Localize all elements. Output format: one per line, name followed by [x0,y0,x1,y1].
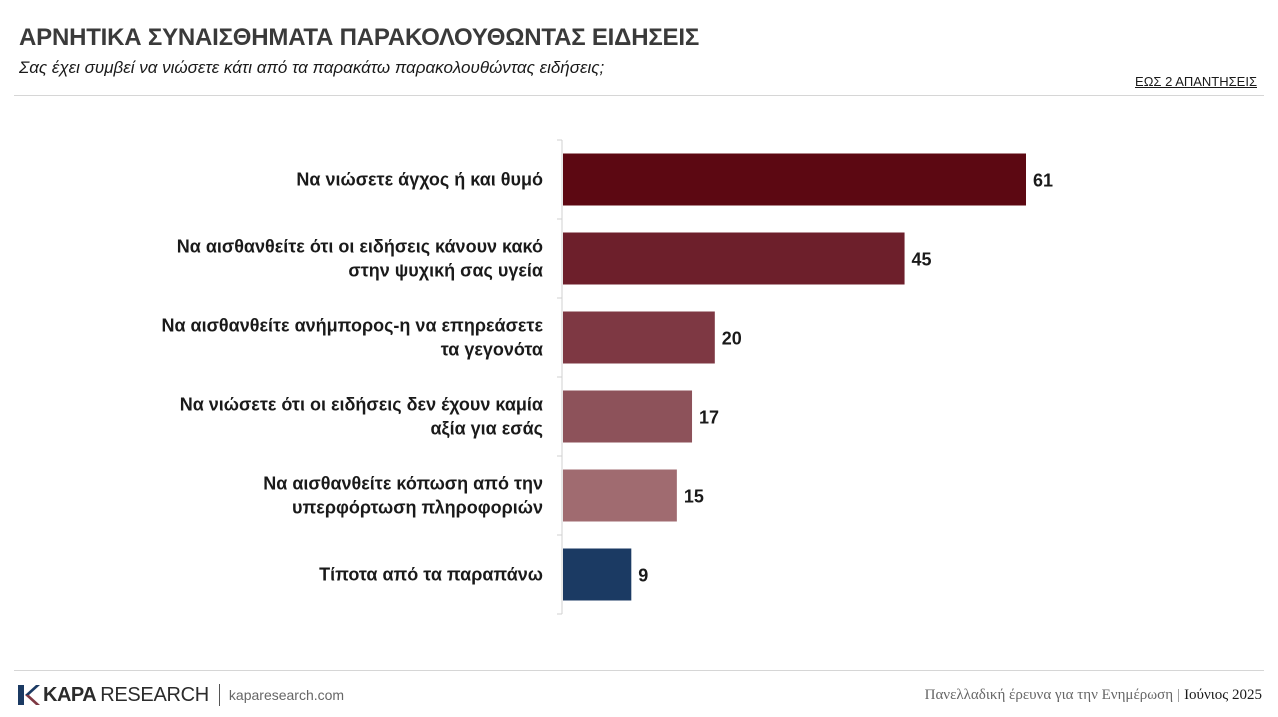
survey-date: Ιούνιος 2025 [1184,687,1262,703]
bar [563,469,677,522]
bar-chart: 61 Να νιώσετε άγχος ή και θυμό 45 Να αισθαν… [161,139,1053,615]
category-label-line: Τίποτα από τα παραπάνω [319,565,543,585]
category-label-line: υπερφόρτωση πληροφοριών [292,498,543,518]
top-divider [14,95,1264,96]
data-label: 15 [684,487,704,507]
category-label: Να νιώσετε ότι οι ειδήσεις δεν έχουν καμ… [180,395,543,440]
bottom-divider [14,670,1264,671]
category-label: Να αισθανθείτε κόπωση από την υπερφόρτωση… [263,474,543,518]
data-label: 9 [638,566,648,586]
category-label-line: Να αισθανθείτε ανήμπορος-η να επηρεάσετε [161,316,543,336]
bar [563,390,693,443]
bar [563,311,715,364]
footer-separator: | [1177,687,1181,703]
logo-research-text: RESEARCH [100,683,209,706]
logo-separator [218,684,220,706]
bar [563,153,1026,206]
bar [563,232,905,285]
footer-logo: KAPA RESEARCH kaparesearch.com [16,682,344,708]
category-label-line: Να νιώσετε ότι οι ειδήσεις δεν έχουν καμ… [180,395,543,415]
category-label-line: Να αισθανθείτε κόπωση από την [263,474,543,494]
category-label-line: Να αισθανθείτε ότι οι ειδήσεις κάνουν κα… [177,237,543,257]
kapa-logo-icon [18,685,40,705]
category-label-line: αξία για εσάς [430,419,543,440]
category-label: Τίποτα από τα παραπάνω [319,565,543,585]
logo-kapa-text: KAPA [43,683,97,706]
page-subtitle: Σας έχει συμβεί να νιώσετε κάτι από τα π… [19,58,605,77]
page-title: ΑΡΝΗΤΙΚΑ ΣΥΝΑΙΣΘΗΜΑΤΑ ΠΑΡΑΚΟΛΟΥΘΩΝΤΑΣ ΕΙ… [19,24,700,51]
category-label: Να αισθανθείτε ότι οι ειδήσεις κάνουν κα… [177,237,543,281]
category-label-line: τα γεγονότα [441,340,543,360]
data-label: 20 [722,329,742,349]
footer-url: kaparesearch.com [228,687,345,703]
category-label-line: Να νιώσετε άγχος ή και θυμό [296,170,543,190]
bar [563,548,632,601]
data-label: 17 [699,408,719,428]
data-label: 61 [1033,171,1053,191]
answer-note: ΕΩΣ 2 ΑΠΑΝΤΗΣΕΙΣ [1135,74,1257,89]
data-label: 45 [912,250,932,270]
survey-name: Πανελλαδική έρευνα για την Ενημέρωση [924,687,1174,703]
category-label-line: στην ψυχική σας υγεία [348,261,543,281]
footer-survey-info: Πανελλαδική έρευνα για την Ενημέρωση | Ιού… [925,687,1262,704]
category-label: Να νιώσετε άγχος ή και θυμό [296,170,543,190]
category-label: Να αισθανθείτε ανήμπορος-η να επηρεάσετε… [161,316,543,360]
